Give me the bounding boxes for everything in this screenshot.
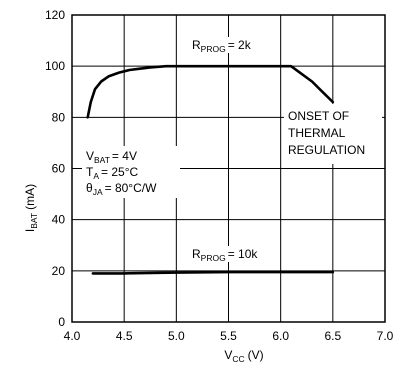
series-label-sub: PROG bbox=[201, 44, 226, 54]
svg-text:VBAT= 4V: VBAT = 4V bbox=[86, 149, 137, 165]
condition-theta-sub: JA bbox=[93, 187, 103, 197]
x-tick-label: 4.0 bbox=[64, 329, 81, 343]
y-tick-labels: 0 20 40 60 80 100 120 bbox=[45, 8, 65, 329]
svg-text:θJA= 80°C/W: θJA = 80°C/W bbox=[86, 181, 157, 197]
series-label-value: = 10k bbox=[228, 247, 259, 261]
series-label-rprog-2k: RPROG = 2k bbox=[188, 37, 260, 54]
series-line-rprog-2k bbox=[86, 64, 335, 119]
y-axis-label-main: I bbox=[23, 229, 37, 232]
condition-vbat-sub: BAT bbox=[94, 155, 110, 165]
x-tick-label: 5.0 bbox=[168, 329, 185, 343]
x-tick-label: 4.5 bbox=[116, 329, 133, 343]
y-tick-label: 40 bbox=[52, 213, 66, 227]
series-line-rprog-10k bbox=[91, 270, 335, 275]
y-axis-label-unit: (mA) bbox=[23, 184, 37, 210]
conditions-annotation: VBAT = 4V TA = 25°C θJA = 80°C/W bbox=[82, 146, 180, 198]
x-axis-label-unit: (V) bbox=[248, 348, 264, 362]
x-axis-label-sub: CC bbox=[232, 354, 244, 364]
x-axis-label-main: V bbox=[224, 348, 232, 362]
x-tick-label: 6.0 bbox=[272, 329, 289, 343]
condition-ta-main: T bbox=[86, 165, 94, 179]
series-label-value: = 2k bbox=[228, 38, 252, 52]
condition-theta-main: θ bbox=[86, 181, 93, 195]
svg-text:RPROG= 2k: RPROG = 2k bbox=[192, 38, 252, 54]
y-tick-label: 80 bbox=[52, 110, 66, 124]
x-tick-label: 5.5 bbox=[220, 329, 237, 343]
x-tick-labels: 4.0 4.5 5.0 5.5 6.0 6.5 7.0 bbox=[64, 329, 394, 343]
x-tick-label: 6.5 bbox=[324, 329, 341, 343]
y-axis-label-sub: BAT bbox=[29, 213, 39, 229]
condition-theta-rest: = 80°C/W bbox=[105, 181, 157, 195]
x-axis-label: VCC (V) bbox=[224, 348, 263, 364]
onset-line-1: ONSET OF bbox=[288, 109, 349, 123]
x-tick-label: 7.0 bbox=[377, 329, 394, 343]
y-tick-label: 20 bbox=[52, 264, 66, 278]
condition-ta-sub: A bbox=[93, 171, 99, 181]
onset-line-2: THERMAL bbox=[288, 126, 346, 140]
series-label-rprog-10k: RPROG = 10k bbox=[188, 246, 268, 263]
y-tick-label: 120 bbox=[45, 8, 65, 22]
y-axis-label: IBAT (mA) bbox=[23, 184, 39, 232]
plot-frame bbox=[71, 14, 386, 323]
y-tick-label: 60 bbox=[52, 162, 66, 176]
series-label-main: R bbox=[192, 247, 201, 261]
onset-line-3: REGULATION bbox=[288, 143, 365, 157]
series-layer bbox=[86, 64, 335, 275]
svg-text:RPROG= 10k: RPROG = 10k bbox=[192, 247, 258, 263]
condition-vbat-rest: = 4V bbox=[112, 149, 137, 163]
svg-text:TA= 25°C: TA = 25°C bbox=[86, 165, 139, 181]
series-label-sub: PROG bbox=[201, 253, 226, 263]
condition-vbat-main: V bbox=[86, 149, 94, 163]
y-tick-label: 0 bbox=[58, 315, 65, 329]
condition-ta-rest: = 25°C bbox=[101, 165, 138, 179]
y-tick-label: 100 bbox=[45, 59, 65, 73]
series-label-main: R bbox=[192, 38, 201, 52]
onset-annotation: ONSET OF THERMAL REGULATION bbox=[284, 104, 382, 164]
